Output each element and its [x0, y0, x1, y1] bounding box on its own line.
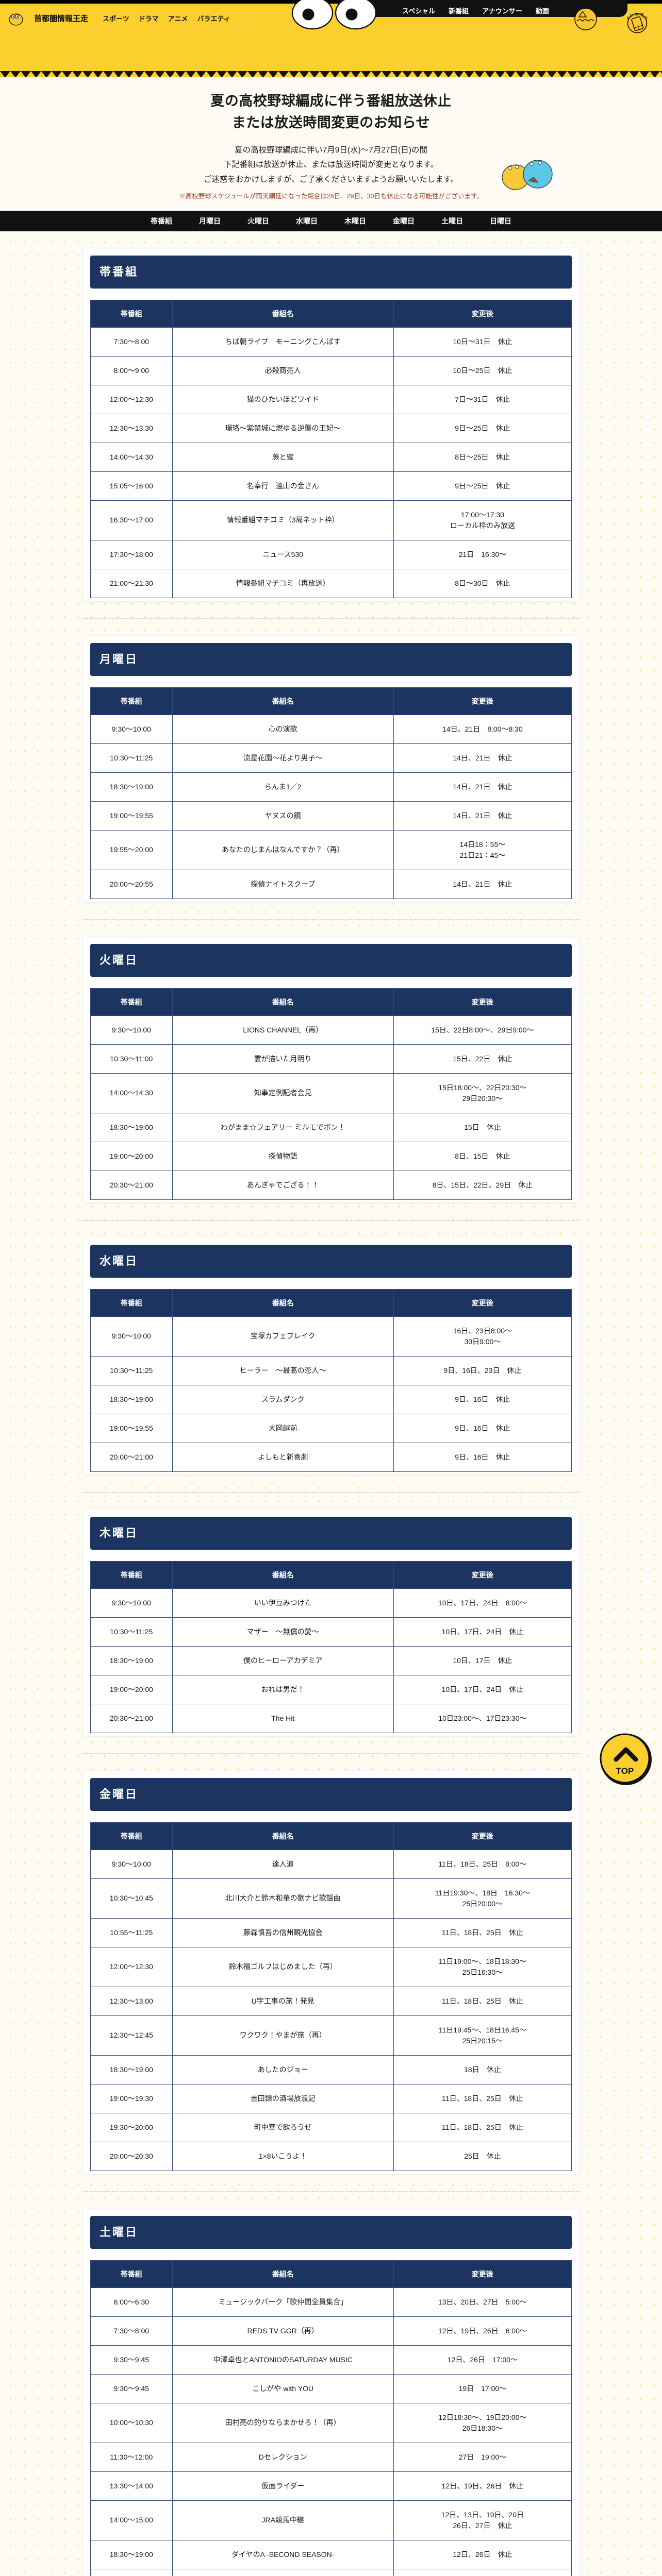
svg-text:TOP: TOP	[616, 1766, 634, 1776]
